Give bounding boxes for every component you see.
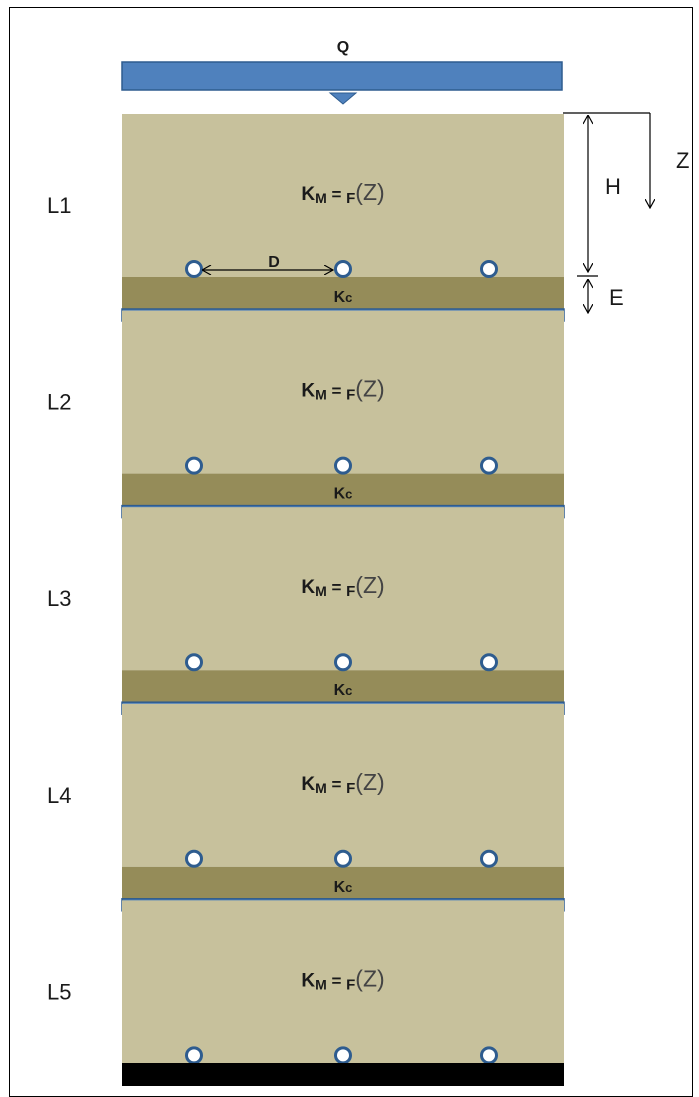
drainage-hole [187,262,202,277]
clay-k-label: Kc [334,879,353,896]
drainage-hole [336,851,351,866]
drainage-hole [336,1048,351,1063]
d-label: D [268,254,280,271]
load-arrow [330,93,356,104]
drainage-hole [187,655,202,670]
drainage-hole [336,655,351,670]
drainage-hole [482,262,497,277]
z-label: Z [676,148,689,173]
layer-label: L5 [47,979,71,1004]
layer-label: L1 [47,193,71,218]
layer-label: L2 [47,390,71,415]
drainage-hole [336,458,351,473]
drainage-hole [187,851,202,866]
drainage-hole [482,655,497,670]
load-plate [122,62,562,90]
drainage-hole [482,1048,497,1063]
clay-k-label: Kc [334,289,353,306]
h-label: H [605,174,621,199]
layer-label: L3 [47,586,71,611]
e-label: E [609,285,624,310]
drainage-hole [482,458,497,473]
impermeable-base [122,1063,564,1086]
clay-k-label: Kc [334,682,353,699]
drainage-hole [336,262,351,277]
clay-k-label: Kc [334,486,353,503]
layer-label: L4 [47,783,71,808]
drainage-hole [482,851,497,866]
drainage-hole [187,458,202,473]
drainage-hole [187,1048,202,1063]
load-label: Q [337,39,349,56]
